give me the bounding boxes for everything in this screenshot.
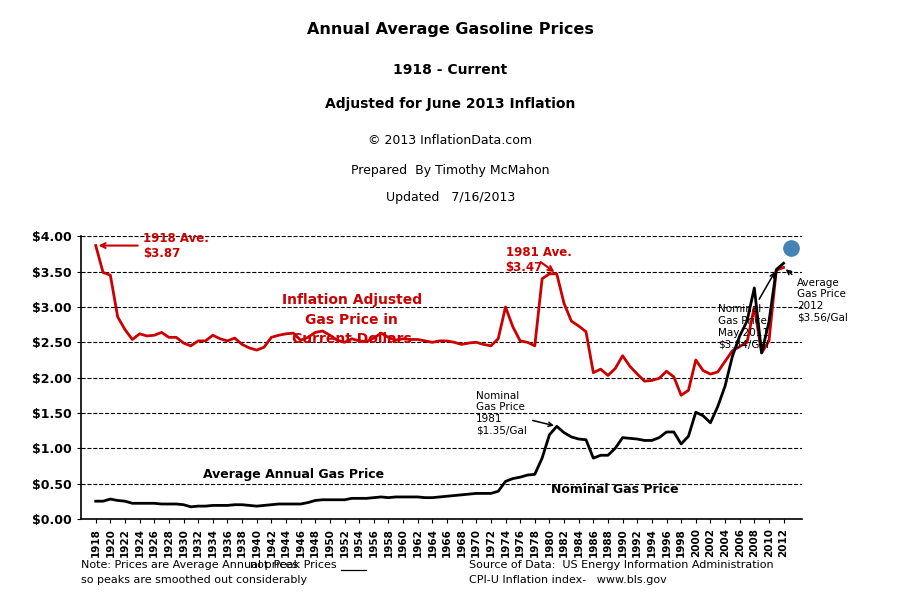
Text: 1918 Ave.
$3.87: 1918 Ave. $3.87 bbox=[101, 231, 209, 260]
Text: not: not bbox=[250, 560, 268, 570]
Text: Nominal
Gas Price
1981
$1.35/Gal: Nominal Gas Price 1981 $1.35/Gal bbox=[477, 391, 552, 435]
Text: Annual Average Gasoline Prices: Annual Average Gasoline Prices bbox=[307, 22, 594, 37]
Text: Note: Prices are Average Annual prices: Note: Prices are Average Annual prices bbox=[81, 560, 302, 570]
Text: CPI-U Inflation index-   www.bls.gov: CPI-U Inflation index- www.bls.gov bbox=[469, 575, 666, 585]
Text: Inflation Adjusted
Gas Price in
Current Dollars: Inflation Adjusted Gas Price in Current … bbox=[282, 293, 422, 346]
Text: Nominal
Gas Price
May 2011
$3.84/Gal: Nominal Gas Price May 2011 $3.84/Gal bbox=[718, 273, 774, 349]
Text: Adjusted for June 2013 Inflation: Adjusted for June 2013 Inflation bbox=[325, 97, 576, 111]
Text: so peaks are smoothed out considerably: so peaks are smoothed out considerably bbox=[81, 575, 307, 585]
Text: Average
Gas Price
2012
$3.56/Gal: Average Gas Price 2012 $3.56/Gal bbox=[787, 270, 848, 322]
Text: Prepared  By Timothy McMahon: Prepared By Timothy McMahon bbox=[351, 163, 550, 177]
Text: © 2013 InflationData.com: © 2013 InflationData.com bbox=[369, 134, 532, 147]
Text: Updated   7/16/2013: Updated 7/16/2013 bbox=[386, 191, 515, 204]
Text: Nominal Gas Price: Nominal Gas Price bbox=[551, 483, 679, 495]
Text: 1918 - Current: 1918 - Current bbox=[394, 63, 507, 77]
Text: Average Annual Gas Price: Average Annual Gas Price bbox=[203, 468, 384, 481]
Text: Peak Prices: Peak Prices bbox=[270, 560, 337, 570]
Text: 1981 Ave.
$3.47: 1981 Ave. $3.47 bbox=[505, 246, 571, 274]
Text: Source of Data:  US Energy Information Administration: Source of Data: US Energy Information Ad… bbox=[469, 560, 773, 570]
